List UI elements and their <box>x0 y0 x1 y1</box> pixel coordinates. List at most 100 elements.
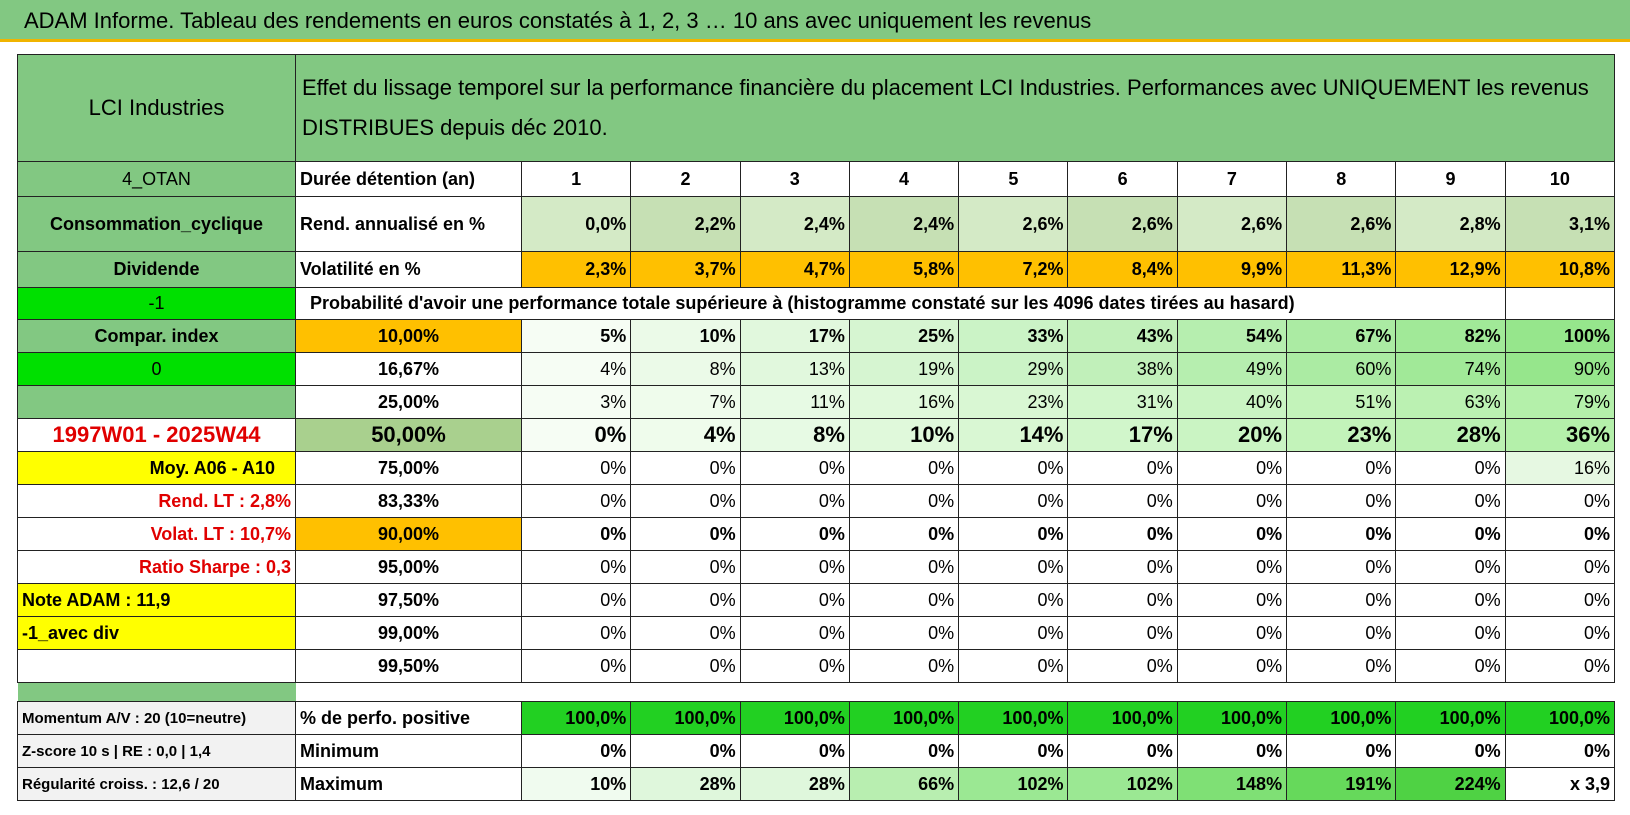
row-label: Rend. annualisé en % <box>295 196 522 252</box>
value-cell: 5,8% <box>848 251 960 288</box>
value-cell: 0% <box>1067 451 1178 485</box>
row-label: 97,50% <box>295 583 522 617</box>
value-cell: 8% <box>630 352 741 386</box>
value-cell: 3,1% <box>1504 196 1616 252</box>
value-cell: 0% <box>739 649 850 683</box>
empty-cell <box>1504 287 1616 320</box>
value-cell: 74% <box>1395 352 1506 386</box>
value-cell: 100% <box>1504 319 1616 353</box>
value-cell: 0% <box>958 517 1069 551</box>
value-cell: 0% <box>630 616 741 650</box>
row-header: Note ADAM : 11,9 <box>17 583 296 617</box>
value-cell: 0% <box>958 451 1069 485</box>
value-cell: 2,6% <box>958 196 1069 252</box>
value-cell: 8% <box>739 418 850 452</box>
value-cell: 0% <box>630 734 741 768</box>
table-row: 4_OTAN Durée détention (an) 1 2 3 4 5 6 7 8 9 10 <box>17 161 1616 197</box>
value-cell: 0% <box>739 451 850 485</box>
company-name: LCI Industries <box>17 54 296 162</box>
value-cell: 100,0% <box>848 701 960 735</box>
value-cell: 10% <box>520 767 632 801</box>
value-cell: 0% <box>958 616 1069 650</box>
value-cell: 191% <box>1286 767 1397 801</box>
value-cell: 14% <box>958 418 1069 452</box>
value-cell: 7,2% <box>958 251 1069 288</box>
value-cell: 0% <box>1067 616 1178 650</box>
value-cell: 0% <box>1176 616 1288 650</box>
value-cell: 0% <box>1395 649 1506 683</box>
value-cell: 0% <box>520 616 632 650</box>
row-header: Z-score 10 s | RE : 0,0 | 1,4 <box>17 734 296 768</box>
row-label: % de perfo. positive <box>295 701 522 735</box>
title-bar: ADAM Informe. Tableau des rendements en … <box>0 0 1630 42</box>
value-cell: 12,9% <box>1395 251 1506 288</box>
value-cell: 0% <box>630 550 741 584</box>
value-cell: 0,0% <box>520 196 632 252</box>
value-cell: 100,0% <box>520 701 632 735</box>
row-header: Dividende <box>17 251 296 288</box>
value-cell: 0% <box>1067 484 1178 518</box>
row-header <box>17 385 296 419</box>
table-row: Dividende Volatilité en % 2,3% 3,7% 4,7% 5,8%… <box>17 251 1616 288</box>
value-cell: 0% <box>1504 734 1616 768</box>
value-cell: 0% <box>1395 517 1506 551</box>
table-row: 1997W01 - 2025W44 50,00% 0% 4% 8% 10% 14% 17% 20… <box>17 418 1616 452</box>
value-cell: 0% <box>958 583 1069 617</box>
value-cell: 4 <box>848 161 960 197</box>
value-cell: 0% <box>1067 550 1178 584</box>
value-cell: 43% <box>1067 319 1178 353</box>
value-cell: 25% <box>848 319 960 353</box>
value-cell: 0% <box>1286 550 1397 584</box>
value-cell: 29% <box>958 352 1069 386</box>
value-cell: 0% <box>630 484 741 518</box>
row-header: 0 <box>17 352 296 386</box>
row-label: 90,00% <box>295 517 522 551</box>
row-label: 83,33% <box>295 484 522 518</box>
row-label: Durée détention (an) <box>295 161 522 197</box>
value-cell: 4% <box>520 352 632 386</box>
value-cell: 60% <box>1286 352 1397 386</box>
value-cell: 0% <box>1176 484 1288 518</box>
row-header: 4_OTAN <box>17 161 296 197</box>
value-cell: 2,6% <box>1067 196 1178 252</box>
table-row: Moy. A06 - A10 75,00% 0% 0% 0% 0% 0% 0% 0% 0% 0% 16… <box>17 451 1616 485</box>
value-cell: 20% <box>1176 418 1288 452</box>
row-header: -1 <box>17 287 296 320</box>
description: Effet du lissage temporel sur la perform… <box>294 54 1616 162</box>
value-cell: 0% <box>1504 583 1616 617</box>
row-label: Volatilité en % <box>295 251 522 288</box>
value-cell: 0% <box>1395 734 1506 768</box>
value-cell: 2,3% <box>520 251 632 288</box>
value-cell: 0% <box>1504 616 1616 650</box>
value-cell: 0% <box>1067 583 1178 617</box>
value-cell: 16% <box>1504 451 1616 485</box>
value-cell: 0% <box>1395 616 1506 650</box>
value-cell: 0% <box>1286 451 1397 485</box>
value-cell: 23% <box>1286 418 1397 452</box>
performance-table: LCI Industries Effet du lissage temporel … <box>17 54 1616 801</box>
value-cell: 31% <box>1067 385 1178 419</box>
value-cell: 3,7% <box>630 251 741 288</box>
value-cell: 0% <box>1176 451 1288 485</box>
value-cell: 28% <box>630 767 741 801</box>
value-cell: 6 <box>1067 161 1178 197</box>
value-cell: 0% <box>739 517 850 551</box>
value-cell: 9 <box>1395 161 1506 197</box>
spacer-row <box>17 682 1615 702</box>
row-label: 99,00% <box>295 616 522 650</box>
value-cell: 0% <box>1504 484 1616 518</box>
value-cell: 3% <box>520 385 632 419</box>
table-row: Note ADAM : 11,9 97,50% 0% 0% 0% 0% 0% 0% 0% 0% 0%… <box>17 583 1616 617</box>
value-cell: 28% <box>739 767 850 801</box>
value-cell: 0% <box>630 451 741 485</box>
row-header: Compar. index <box>17 319 296 353</box>
table-row: 99,50% 0% 0% 0% 0% 0% 0% 0% 0% 0% 0% <box>17 649 1616 683</box>
value-cell: 0% <box>1286 616 1397 650</box>
value-cell: 0% <box>848 649 960 683</box>
value-cell: 0% <box>1067 734 1178 768</box>
value-cell: 0% <box>848 550 960 584</box>
value-cell: 0% <box>520 418 632 452</box>
value-cell: x 3,9 <box>1504 767 1616 801</box>
